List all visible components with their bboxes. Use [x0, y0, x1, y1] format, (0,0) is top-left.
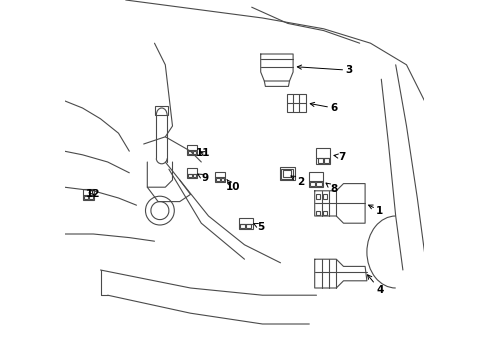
Bar — [186, 145, 197, 155]
Bar — [246, 224, 251, 228]
Text: 5: 5 — [253, 222, 264, 232]
Bar — [279, 167, 294, 180]
Bar — [155, 106, 168, 115]
Bar — [316, 148, 329, 164]
Bar — [215, 172, 224, 182]
Bar — [186, 168, 197, 178]
Text: 11: 11 — [196, 148, 210, 158]
Bar — [322, 194, 326, 199]
Bar — [83, 189, 94, 200]
Bar — [283, 170, 291, 177]
Text: 7: 7 — [333, 152, 345, 162]
Bar — [317, 158, 322, 163]
Bar — [239, 218, 252, 229]
Text: 10: 10 — [225, 179, 240, 192]
Bar — [216, 178, 219, 181]
Text: 12: 12 — [86, 189, 101, 199]
Bar — [281, 169, 293, 179]
Bar — [309, 172, 322, 187]
Bar — [89, 196, 92, 199]
Bar — [192, 151, 196, 154]
Text: 8: 8 — [325, 183, 337, 194]
Bar — [310, 182, 315, 186]
Bar — [187, 151, 191, 154]
Bar — [323, 158, 328, 163]
Text: 3: 3 — [297, 65, 352, 75]
Bar — [220, 178, 224, 181]
Bar — [84, 196, 88, 199]
Bar — [322, 211, 326, 215]
Bar — [315, 211, 320, 215]
Bar — [240, 224, 244, 228]
Text: 1: 1 — [368, 205, 383, 216]
Bar — [286, 94, 306, 112]
Bar — [315, 194, 320, 199]
Text: 6: 6 — [309, 102, 337, 113]
Text: 2: 2 — [290, 176, 304, 187]
Text: 9: 9 — [198, 173, 208, 183]
Text: 4: 4 — [367, 275, 383, 295]
Bar — [316, 182, 321, 186]
Bar — [187, 174, 191, 177]
Bar — [192, 174, 196, 177]
